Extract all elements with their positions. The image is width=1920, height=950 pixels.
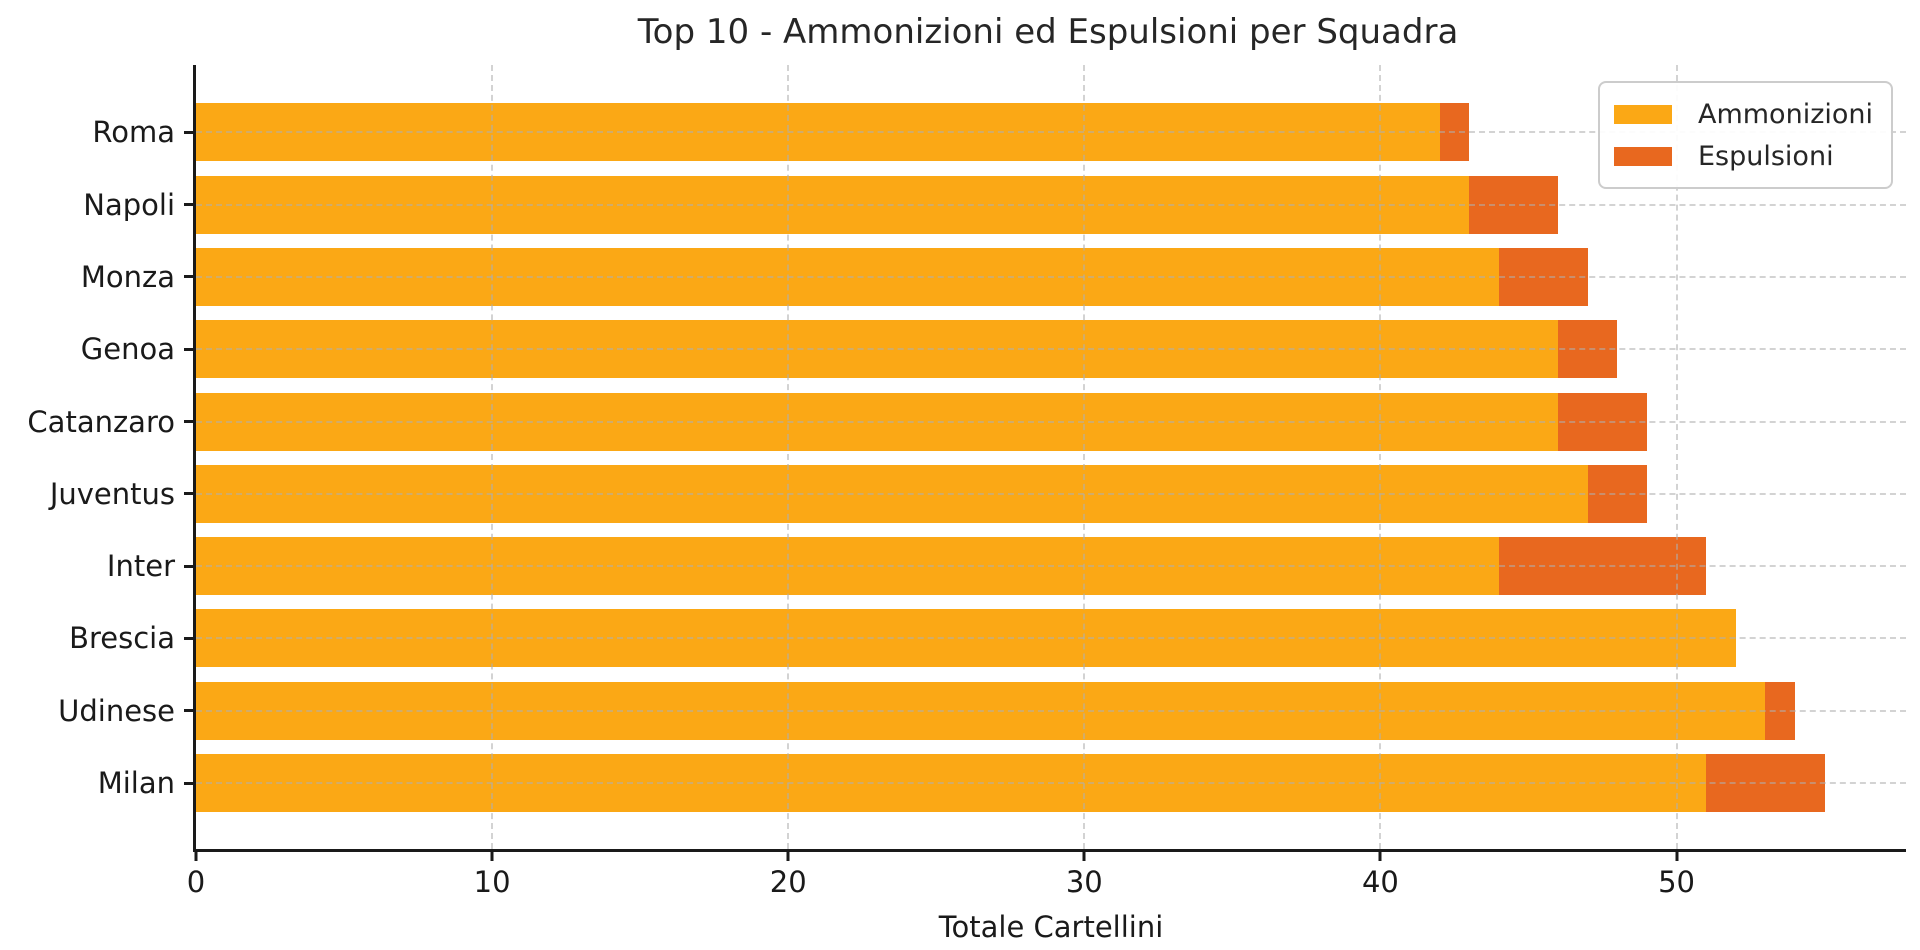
y-tick-label-brescia: Brescia xyxy=(69,621,175,656)
v-gridline-50 xyxy=(1675,65,1678,849)
y-tick-label-napoli: Napoli xyxy=(83,187,175,222)
x-tick-10 xyxy=(490,849,494,861)
y-tick-catanzaro xyxy=(184,420,196,423)
legend: Ammonizioni Espulsioni xyxy=(1597,81,1893,189)
y-tick-monza xyxy=(184,275,196,279)
legend-label-ammonizioni: Ammonizioni xyxy=(1697,98,1873,130)
y-tick-label-udinese: Udinese xyxy=(58,693,175,728)
y-tick-roma xyxy=(184,130,196,134)
x-axis-label: Totale Cartellini xyxy=(938,910,1164,944)
x-tick-40 xyxy=(1378,849,1382,861)
x-tick-0 xyxy=(194,849,198,861)
legend-item-espulsioni: Espulsioni xyxy=(1613,135,1873,177)
y-tick-label-monza: Monza xyxy=(80,259,175,294)
h-gridline-inter xyxy=(196,565,1906,568)
y-tick-napoli xyxy=(184,203,196,207)
y-tick-label-milan: Milan xyxy=(97,766,175,800)
y-tick-label-roma: Roma xyxy=(92,115,175,150)
x-tick-label-30: 30 xyxy=(1065,865,1103,899)
h-gridline-brescia xyxy=(196,637,1906,640)
x-tick-label-40: 40 xyxy=(1361,865,1399,899)
h-gridline-juventus xyxy=(196,492,1906,495)
h-gridline-napoli xyxy=(196,203,1906,206)
legend-swatch-ammonizioni xyxy=(1613,104,1672,124)
y-tick-label-genoa: Genoa xyxy=(80,332,175,367)
chart-title: Top 10 - Ammonizioni ed Espulsioni per S… xyxy=(637,12,1459,52)
h-gridline-udinese xyxy=(196,709,1906,712)
legend-item-ammonizioni: Ammonizioni xyxy=(1613,93,1873,135)
v-gridline-10 xyxy=(491,65,494,849)
axes: Roma Napoli Monza Genoa Catanzaro Juventus Int… xyxy=(27,65,1906,944)
y-tick-genoa xyxy=(184,347,196,351)
v-gridline-40 xyxy=(1379,65,1382,849)
x-tick-label-20: 20 xyxy=(769,865,807,899)
x-tick-50 xyxy=(1675,849,1679,861)
x-tick-20 xyxy=(786,849,790,861)
x-tick-label-10: 10 xyxy=(473,865,511,899)
y-tick-label-juventus: Juventus xyxy=(49,476,175,511)
h-gridline-monza xyxy=(196,275,1906,278)
v-gridline-30 xyxy=(1083,65,1086,849)
v-gridline-20 xyxy=(787,65,790,849)
h-gridline-genoa xyxy=(196,348,1906,351)
x-tick-label-50: 50 xyxy=(1658,865,1695,899)
h-gridline-milan xyxy=(196,782,1906,784)
y-tick-juventus xyxy=(184,492,196,496)
y-tick-label-catanzaro: Catanzaro xyxy=(27,404,175,439)
x-tick-label-0: 0 xyxy=(186,865,206,899)
h-gridline-roma xyxy=(196,131,1906,134)
legend-label-espulsioni: Espulsioni xyxy=(1697,140,1834,172)
y-tick-udinese xyxy=(184,709,196,713)
y-tick-milan xyxy=(184,781,196,785)
y-tick-brescia xyxy=(184,636,196,640)
h-gridline-catanzaro xyxy=(196,420,1906,423)
y-tick-label-inter: Inter xyxy=(106,549,175,584)
x-tick-30 xyxy=(1082,849,1086,861)
legend-swatch-espulsioni xyxy=(1613,146,1672,166)
y-tick-inter xyxy=(184,564,196,568)
